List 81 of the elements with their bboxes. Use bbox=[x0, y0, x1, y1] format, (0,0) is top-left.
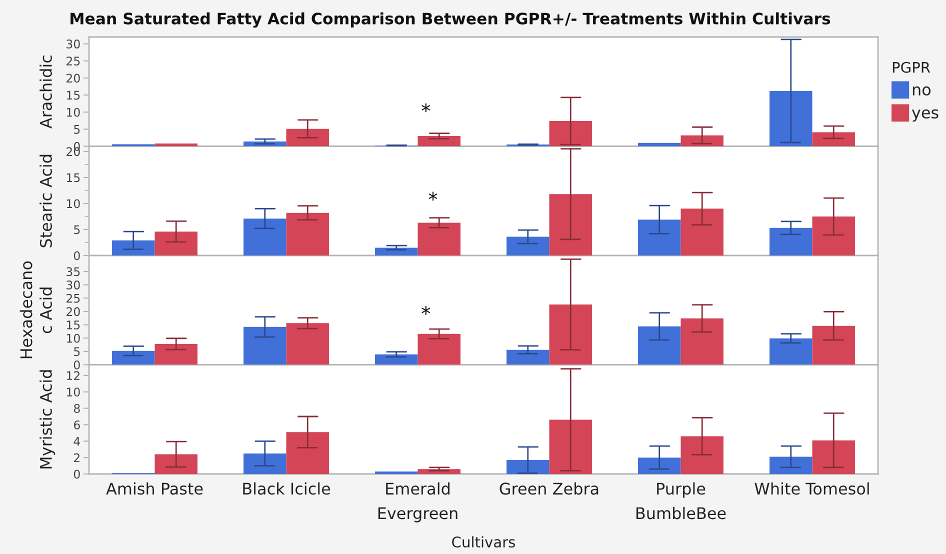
y-tick-label: 35 bbox=[66, 267, 80, 276]
y-tick-label: 2 bbox=[74, 453, 80, 462]
bar bbox=[154, 232, 198, 256]
y-tick-label: 15 bbox=[66, 173, 80, 182]
y-tick-label: 4 bbox=[74, 437, 80, 446]
y-tick-label: 10 bbox=[66, 334, 80, 343]
bar bbox=[112, 350, 155, 365]
bar bbox=[244, 326, 286, 365]
bar bbox=[812, 326, 855, 365]
annotation: * bbox=[422, 103, 430, 112]
x-tick-label: Green Zebra bbox=[500, 482, 598, 495]
bar bbox=[812, 216, 855, 256]
x-axis-title: Cultivars bbox=[452, 536, 515, 548]
y-tick-label: 10 bbox=[66, 108, 80, 117]
y-tick-label: 20 bbox=[66, 74, 80, 83]
bar bbox=[506, 350, 550, 365]
y-axis-title: Hexadecano c Acid bbox=[20, 261, 52, 358]
bar bbox=[506, 236, 550, 256]
y-tick-label: 10 bbox=[66, 388, 80, 397]
bar bbox=[680, 318, 724, 365]
x-tick-label: Emerald Evergreen bbox=[378, 482, 458, 522]
bar bbox=[286, 128, 329, 146]
bar bbox=[506, 460, 550, 474]
bar bbox=[680, 208, 724, 256]
bar bbox=[286, 212, 329, 256]
bar bbox=[549, 120, 592, 146]
y-tick-label: 30 bbox=[66, 40, 80, 48]
y-tick-label: 8 bbox=[74, 404, 80, 413]
chart-title: Mean Saturated Fatty Acid Comparison Between PGPR+/- Treatments Within Cultivars bbox=[70, 12, 830, 28]
bar bbox=[112, 240, 155, 256]
bar bbox=[418, 222, 460, 256]
bar bbox=[638, 326, 681, 365]
y-tick-label: 5 bbox=[74, 125, 80, 134]
bar bbox=[549, 194, 592, 256]
y-tick-label: 0 bbox=[74, 360, 80, 370]
legend-label: no bbox=[912, 86, 931, 96]
bar bbox=[770, 228, 812, 256]
bar bbox=[154, 454, 198, 474]
y-tick-label: 15 bbox=[66, 90, 80, 100]
y-tick-label: 10 bbox=[66, 199, 80, 208]
y-tick-label: 15 bbox=[66, 320, 80, 330]
y-tick-label: 25 bbox=[66, 294, 80, 303]
y-tick-label: 0 bbox=[74, 470, 80, 479]
x-tick-label: Amish Paste bbox=[106, 482, 203, 495]
bar bbox=[286, 323, 329, 365]
y-tick-label: 6 bbox=[74, 420, 80, 430]
bar bbox=[418, 334, 460, 365]
bar bbox=[812, 440, 855, 474]
y-tick-label: 30 bbox=[66, 280, 80, 290]
y-tick-label: 20 bbox=[66, 307, 80, 316]
y-axis-title: Arachidic bbox=[40, 56, 52, 128]
bar bbox=[244, 218, 286, 256]
bar bbox=[154, 344, 198, 365]
bar bbox=[418, 136, 460, 146]
bar bbox=[812, 132, 855, 146]
x-tick-label: White Tomesol bbox=[754, 482, 869, 495]
y-tick-label: 0 bbox=[74, 251, 80, 260]
y-tick-label: 25 bbox=[66, 56, 80, 66]
bar bbox=[770, 456, 812, 474]
y-axis-title: Myristic Acid bbox=[40, 370, 56, 468]
bar bbox=[638, 458, 681, 474]
bar bbox=[770, 338, 812, 365]
bar bbox=[549, 420, 592, 474]
y-axis-title: Stearic Acid bbox=[40, 154, 52, 248]
annotation: * bbox=[422, 306, 430, 315]
bar bbox=[375, 248, 418, 256]
bar bbox=[154, 144, 198, 146]
x-tick-label: Purple BumbleBee bbox=[636, 482, 726, 520]
bar bbox=[549, 304, 592, 365]
y-tick-label: 12 bbox=[66, 371, 80, 380]
y-tick-label: 5 bbox=[74, 347, 80, 356]
bar bbox=[680, 436, 724, 474]
legend-title: PGPR bbox=[892, 62, 930, 73]
x-tick-label: Black Icicle bbox=[243, 482, 330, 495]
annotation: * bbox=[428, 192, 438, 201]
bar bbox=[638, 220, 681, 256]
bar bbox=[244, 453, 286, 474]
legend-label: yes bbox=[912, 109, 938, 122]
y-tick-label: 5 bbox=[74, 225, 80, 234]
bar bbox=[286, 432, 329, 474]
bar bbox=[770, 90, 812, 146]
